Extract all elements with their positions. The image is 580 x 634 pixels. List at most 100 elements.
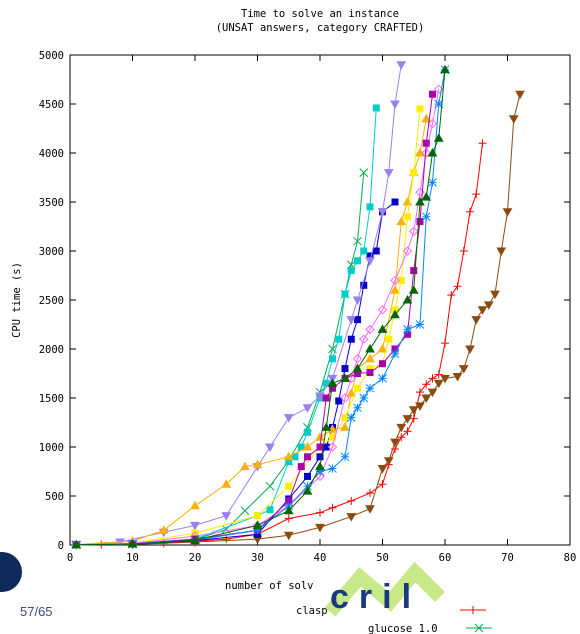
data-point [433,379,444,389]
data-point [434,99,444,109]
data-point [372,247,380,255]
data-point [321,422,332,431]
series-5 [71,61,407,550]
data-point [335,335,343,343]
data-point [359,334,369,344]
data-point [366,489,374,498]
data-point [408,285,419,294]
data-point [322,394,330,402]
data-point [359,393,369,403]
series-2 [71,90,525,550]
data-point [347,335,355,343]
data-point [397,433,406,442]
x-tick-label: 60 [439,552,452,564]
data-point [472,190,481,199]
data-point [190,500,200,510]
series-line [76,201,396,546]
x-tick-label: 0 [67,552,73,564]
series-3 [72,198,399,549]
data-point [379,360,386,368]
data-point [328,464,337,473]
data-point [416,105,424,113]
data-point [415,402,425,411]
data-point [315,467,325,476]
data-point [365,383,375,393]
data-point [360,281,368,289]
data-point [352,354,363,364]
data-point [402,246,413,256]
data-point [221,512,232,521]
data-point [71,539,82,549]
x-tick-label: 20 [189,552,202,564]
y-tick-label: 2500 [39,295,64,307]
data-point [158,525,169,534]
data-point [377,465,388,474]
data-point [253,525,262,535]
data-point [383,169,394,178]
data-point [359,168,369,177]
data-point [377,324,388,333]
data-point [252,459,263,469]
data-point [266,506,274,514]
data-point [304,428,311,436]
data-point [304,453,311,461]
data-point [390,309,400,319]
data-point [297,463,305,471]
data-point [502,208,513,217]
data-point [354,384,361,392]
legend-label-glucose: glucose 1.0 [368,623,438,634]
data-point [409,226,419,237]
data-point [383,457,394,466]
data-point [284,514,293,523]
data-point [490,290,500,300]
data-point [353,403,362,413]
data-point [422,139,430,147]
data-point [396,61,407,70]
data-point [115,538,125,548]
data-point [341,414,349,422]
data-point [415,147,425,157]
data-point [471,316,482,325]
data-point [427,118,438,129]
data-point [283,531,294,541]
data-point [353,236,362,246]
data-point [447,291,456,300]
data-point [329,355,336,363]
data-point [372,104,380,112]
series-line [76,118,427,546]
data-point [410,169,418,177]
y-tick-label: 3000 [39,246,64,258]
data-point [315,392,325,402]
x-tick-label: 10 [126,552,139,564]
data-point [421,192,432,201]
data-point [429,90,436,98]
data-point [340,422,350,431]
chart-subtitle: (UNSAT answers, category CRAFTED) [216,22,425,34]
data-point [416,218,424,226]
data-point [416,388,424,397]
data-point [352,296,363,306]
data-point [316,508,324,517]
data-point [452,372,463,382]
data-point [347,267,355,275]
series-line [76,69,446,546]
data-point [190,521,200,531]
series-6 [71,113,432,549]
y-tick-label: 4000 [39,148,64,160]
data-point [302,486,313,495]
data-point [302,404,313,413]
legend-label-clasp: clasp [296,605,328,617]
data-point [360,247,368,255]
series-line [76,64,402,546]
data-point [390,285,400,294]
data-point [352,363,363,373]
data-point [254,512,261,520]
x-tick-label: 80 [564,552,577,564]
data-point [354,316,361,324]
series-8 [71,84,444,550]
data-point [316,443,324,451]
data-point [365,505,375,514]
y-tick-label: 0 [58,540,64,552]
data-point [441,339,449,348]
